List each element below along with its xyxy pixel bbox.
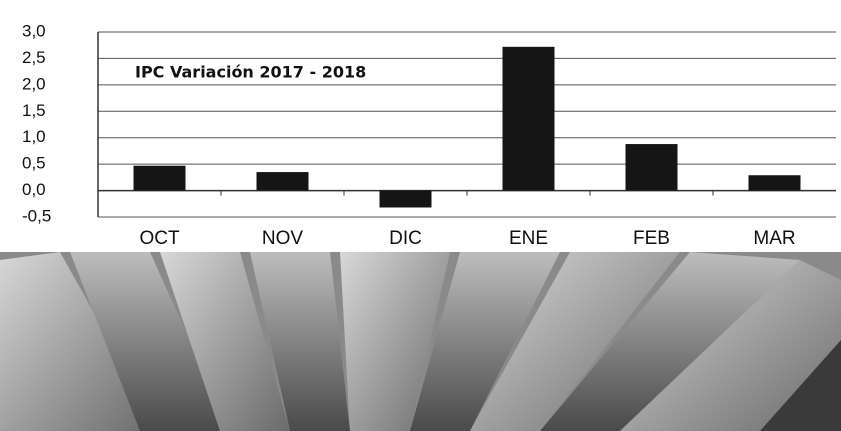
chart-title: IPC Variación 2017 - 2018: [135, 63, 366, 82]
page: {"chart_data": {"type": "bar", "title": …: [0, 0, 841, 431]
x-tick-label: NOV: [262, 228, 304, 249]
bar: [626, 144, 678, 191]
y-tick-label: 2,0: [22, 74, 46, 93]
chart: -0,5 0,0 0,5 1,0 1,5 2,0 2,5 3,0 IPC Variación 2…: [0, 0, 841, 431]
bar: [257, 172, 309, 191]
x-tick-label: FEB: [633, 228, 670, 249]
y-tick-label: 0,0: [22, 180, 46, 199]
y-tick-label: 1,5: [22, 101, 46, 120]
bar: [380, 191, 432, 208]
x-tick-label: OCT: [139, 228, 180, 249]
bar: [503, 47, 555, 191]
y-tick-label: 0,5: [22, 154, 46, 173]
banknote-photo: [0, 252, 841, 431]
bar: [134, 166, 186, 191]
x-tick-label: MAR: [753, 228, 795, 249]
y-tick-label: 2,5: [22, 48, 46, 67]
y-tick-label: -0,5: [22, 206, 51, 225]
x-tick-label: ENE: [509, 228, 548, 249]
bar: [749, 175, 801, 190]
y-tick-label: 1,0: [22, 127, 46, 146]
y-tick-label: 3,0: [22, 21, 46, 40]
x-tick-label: DIC: [389, 228, 422, 249]
